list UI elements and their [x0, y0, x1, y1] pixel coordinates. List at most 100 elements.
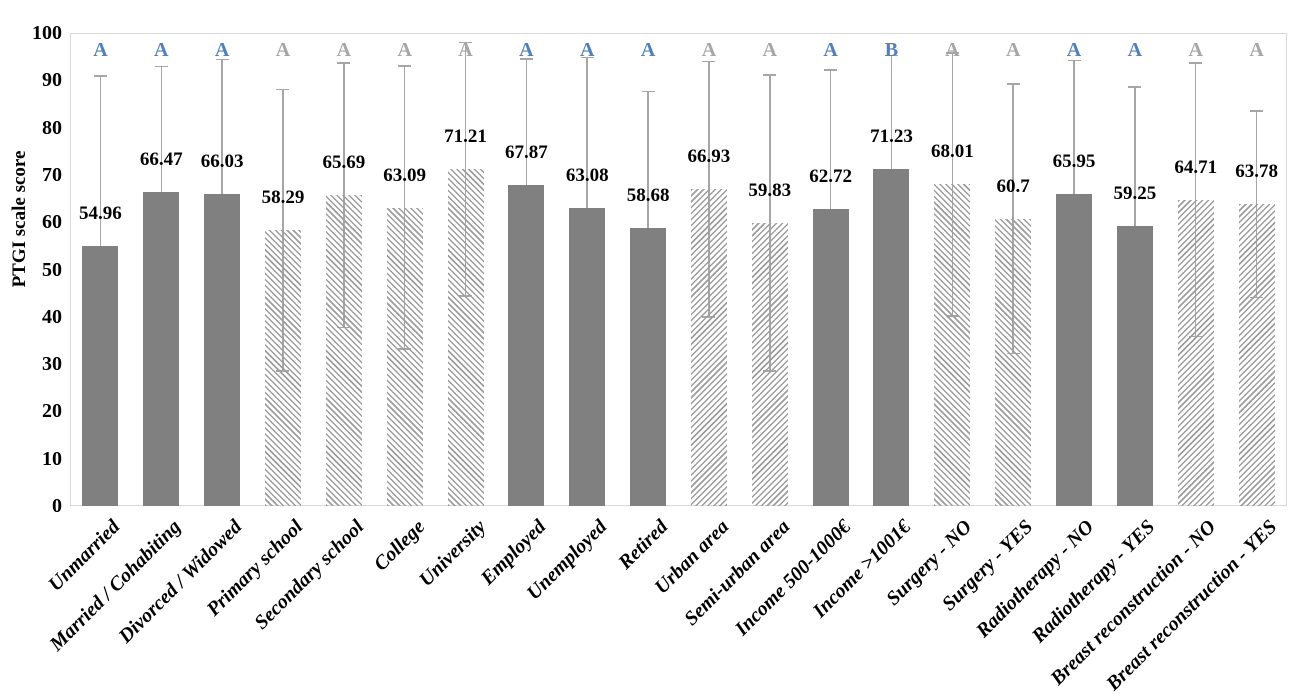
- bar-value-label: 63.08: [565, 164, 609, 186]
- significance-letter: A: [1005, 39, 1021, 61]
- error-bar-cap: [398, 65, 412, 67]
- bar-15: [934, 184, 971, 506]
- bar-20: [1238, 204, 1275, 506]
- bar-1: [82, 246, 119, 506]
- bar-value-label: 54.96: [79, 203, 122, 225]
- y-tick-label: 0: [52, 495, 62, 517]
- y-tick-label: 100: [32, 22, 62, 44]
- bar-18: [1116, 225, 1153, 506]
- bar-value-label: 65.95: [1052, 151, 1096, 173]
- bar-value-label: 65.69: [322, 152, 366, 174]
- significance-letter: A: [762, 39, 777, 61]
- y-tick-label: 70: [42, 163, 62, 186]
- error-bar: [464, 42, 467, 296]
- bar-value-label: 68.01: [930, 141, 974, 163]
- error-bar-cap: [337, 62, 351, 64]
- bar-5: [325, 195, 362, 506]
- y-tick-label: 20: [42, 400, 62, 423]
- bar-value-label: 59.25: [1113, 182, 1157, 204]
- significance-letter: A: [1249, 39, 1264, 61]
- y-tick-label: 60: [42, 211, 62, 234]
- significance-letter: A: [579, 39, 595, 61]
- y-tick-label: 80: [42, 116, 62, 139]
- significance-letter: A: [823, 39, 838, 61]
- y-tick-label: 30: [42, 353, 62, 376]
- bar-6: [386, 207, 423, 506]
- significance-letter: A: [336, 39, 352, 61]
- bar-value-label: 67.87: [505, 141, 548, 163]
- bar-value-label: 71.23: [870, 126, 913, 148]
- bar-2: [143, 191, 180, 506]
- error-bar-cap: [215, 58, 229, 61]
- significance-letter: A: [154, 39, 169, 61]
- error-bar-cap: [641, 90, 655, 93]
- bar-value-label: 60.7: [996, 175, 1030, 197]
- bar-13: [812, 209, 849, 506]
- error-bar: [1255, 111, 1258, 298]
- significance-letter: A: [945, 39, 960, 61]
- error-bar-cap: [276, 88, 290, 91]
- error-bar-cap: [702, 60, 716, 63]
- significance-letter: A: [640, 39, 656, 61]
- bar-19: [1177, 199, 1214, 506]
- significance-letter: A: [1066, 39, 1082, 61]
- error-bar: [890, 55, 893, 283]
- bar-4: [264, 230, 301, 506]
- significance-letter: A: [458, 39, 473, 61]
- error-bar: [1073, 60, 1075, 328]
- bar-value-label: 59.83: [748, 180, 792, 201]
- significance-letter: A: [1188, 39, 1203, 61]
- significance-letter: A: [397, 39, 412, 61]
- plot-area: [70, 33, 1287, 506]
- bar-value-label: 66.47: [139, 148, 183, 170]
- error-bar-cap: [1250, 110, 1264, 112]
- bar-value-label: 63.78: [1235, 161, 1278, 183]
- bar-value-label: 71.21: [444, 126, 487, 148]
- error-bar-cap: [824, 69, 838, 71]
- bar-8: [508, 184, 545, 506]
- error-bar: [99, 75, 102, 417]
- y-tick-label: 50: [42, 258, 62, 281]
- bar-value-label: 58.68: [626, 185, 670, 207]
- error-bar: [951, 52, 954, 316]
- bar-value-label: 63.09: [383, 164, 427, 186]
- error-bar-cap: [945, 52, 959, 54]
- error-bar-cap: [154, 65, 168, 67]
- error-bar: [647, 91, 649, 366]
- significance-letter: A: [519, 39, 534, 61]
- bar-17: [1056, 194, 1093, 506]
- error-bar-cap: [93, 75, 107, 77]
- y-tick-label: 40: [42, 305, 62, 328]
- error-bar-cap: [1189, 62, 1203, 64]
- bar-value-label: 64.71: [1174, 156, 1218, 178]
- y-tick-label: 10: [42, 447, 62, 470]
- y-tick-label: 90: [42, 69, 62, 92]
- error-bar-cap: [580, 56, 594, 59]
- bar-11: [690, 189, 727, 506]
- bar-value-label: 62.72: [809, 166, 852, 188]
- error-bar-cap: [1128, 86, 1142, 88]
- significance-letter: A: [214, 39, 230, 61]
- bar-value-label: 58.29: [261, 187, 305, 209]
- bar-7: [447, 169, 484, 506]
- significance-letter: A: [93, 39, 108, 61]
- bar-12: [751, 223, 788, 506]
- error-bar-cap: [459, 41, 473, 44]
- significance-letter: B: [884, 39, 899, 61]
- error-bar-cap: [519, 58, 533, 60]
- bar-value-label: 66.03: [200, 150, 244, 172]
- significance-letter: A: [701, 39, 717, 61]
- significance-letter: A: [275, 39, 291, 61]
- error-bar-cap: [763, 74, 777, 76]
- bar-16: [995, 218, 1032, 506]
- error-bar-cap: [1067, 59, 1081, 62]
- bar-14: [873, 169, 910, 506]
- bar-9: [569, 207, 606, 506]
- error-bar-cap: [1006, 83, 1020, 85]
- bar-value-label: 66.93: [687, 146, 731, 168]
- significance-letter: A: [1127, 39, 1143, 61]
- bar-3: [204, 193, 241, 506]
- bar-10: [630, 228, 667, 506]
- error-bar-cap: [884, 54, 898, 57]
